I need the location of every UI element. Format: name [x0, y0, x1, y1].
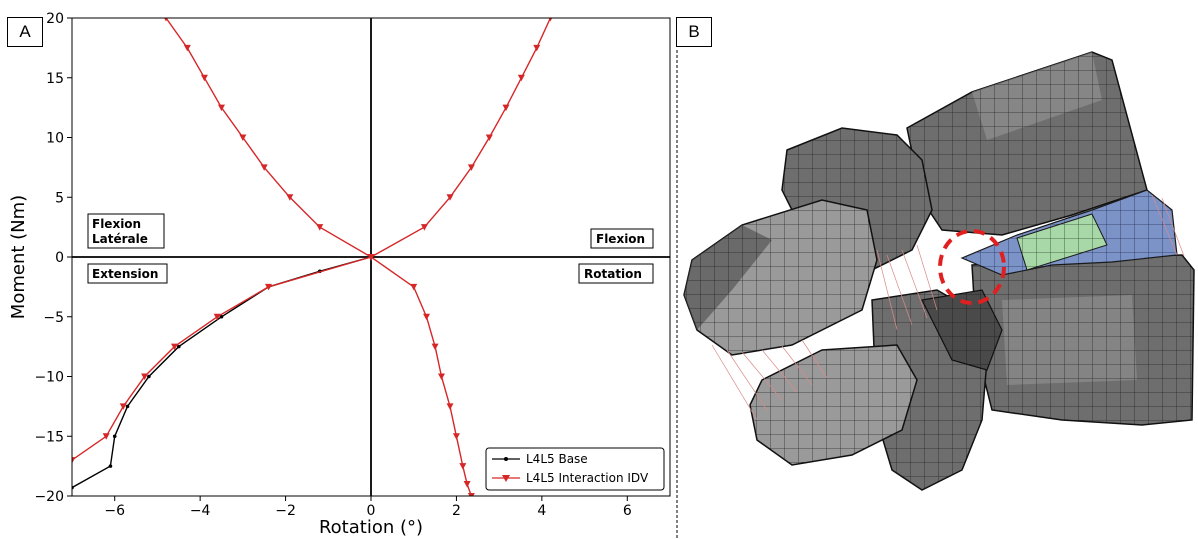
series-1-marker: [141, 373, 149, 380]
series-1-marker: [452, 433, 460, 440]
series-1-marker: [164, 18, 168, 22]
series-1-marker: [410, 283, 418, 291]
series-0-curve-0-line: [72, 256, 372, 489]
series-1-curve-3-line: [72, 256, 372, 461]
quadrant-label-top-right: Flexion: [590, 228, 654, 249]
series-1-marker: [483, 510, 490, 516]
quadrant-label-top-right-text: Flexion: [596, 232, 645, 246]
panel-label-a: A: [7, 17, 43, 47]
quadrant-label-top-left: Flexion Latérale: [87, 213, 165, 249]
series-1-marker: [183, 44, 191, 52]
series-1-marker: [463, 481, 471, 488]
y-axis-title: Moment (Nm): [8, 195, 29, 319]
intervertebral-disc: [960, 189, 1178, 276]
legend-label-interaction: L4L5 Interaction IDV: [526, 471, 649, 485]
series-1-marker: [119, 403, 127, 410]
series-1-marker: [200, 74, 208, 82]
series-1-marker: [533, 44, 541, 52]
quadrant-label-top-left-line1: Flexion: [92, 217, 141, 231]
panel-label-b: B: [676, 17, 712, 47]
lower-posterior-elements: [749, 289, 1003, 491]
series-1-marker: [171, 343, 179, 351]
x-tick-label: 2: [452, 503, 461, 519]
series-1-marker: [502, 104, 510, 112]
panel-separator: [676, 50, 678, 539]
quadrant-label-top-left-line2: Latérale: [92, 232, 148, 246]
x-tick-label: 6: [623, 503, 632, 519]
series-0-marker: [125, 404, 130, 409]
series-1-marker: [218, 104, 225, 112]
series-0-marker: [176, 344, 181, 349]
y-tick-label: 10: [46, 131, 64, 147]
series-1-marker: [548, 18, 553, 22]
series-1-marker: [556, 0, 563, 5]
series-1-marker: [423, 313, 431, 321]
series-1-marker: [420, 224, 428, 231]
series-1-marker: [485, 134, 493, 141]
series-1-marker: [431, 343, 439, 351]
series-1-curve-1-line: [165, 18, 372, 258]
y-tick-label: 0: [55, 250, 64, 266]
vertebra-mesh-illustration: [683, 51, 1195, 491]
x-tick-label: −6: [104, 503, 125, 519]
series-0-marker: [108, 464, 113, 468]
quadrant-label-bottom-right: Rotation: [578, 263, 654, 284]
series-1-marker: [467, 164, 475, 171]
ligament-fibres: [711, 194, 1185, 421]
series-1-marker: [467, 493, 475, 496]
series-1-marker: [150, 0, 157, 5]
series-0-marker: [219, 314, 224, 319]
x-tick-label: 0: [367, 503, 376, 519]
y-tick-label: −5: [43, 310, 64, 326]
series-1-marker: [437, 373, 445, 380]
series-1-marker: [517, 74, 525, 82]
series-0-marker: [112, 434, 117, 439]
upper-vertebral-body: [906, 51, 1148, 236]
y-tick-label: 5: [55, 190, 64, 206]
series-1-marker: [260, 164, 268, 171]
series-1-marker: [367, 254, 375, 261]
y-tick-label: −10: [34, 370, 64, 386]
quadrant-label-bottom-left: Extension: [87, 263, 168, 284]
series-1-marker: [316, 224, 324, 231]
series-1-curve-2-line: [370, 256, 473, 496]
series-1-marker: [213, 313, 221, 321]
series-1-marker: [472, 499, 479, 506]
series-1-marker: [446, 194, 454, 201]
y-tick-label: −20: [34, 489, 64, 505]
lower-vertebral-body: [971, 254, 1195, 426]
x-axis-title: Rotation (°): [319, 517, 423, 538]
x-tick-label: 4: [537, 503, 546, 519]
series-1-marker: [102, 433, 110, 440]
y-tick-label: 15: [46, 71, 64, 87]
series-1-curve-0-line: [370, 18, 552, 258]
series-1-marker: [264, 283, 272, 291]
series-0-marker: [147, 374, 151, 379]
y-tick-label: 20: [46, 11, 64, 27]
series-1-marker: [72, 457, 76, 464]
series-1-marker: [446, 403, 454, 410]
series-layer: [72, 0, 563, 516]
legend: L4L5 Base L4L5 Interaction IDV: [485, 447, 665, 491]
x-tick-label: −2: [275, 503, 296, 519]
y-tick-label: −15: [34, 429, 64, 445]
series-1-marker: [459, 463, 467, 470]
legend-marker-interaction: [502, 475, 510, 482]
facet-highlight-circle: [938, 229, 1006, 305]
x-tick-label: −4: [190, 503, 211, 519]
upper-posterior-elements: [683, 127, 933, 356]
series-1-marker: [239, 134, 247, 141]
legend-label-base: L4L5 Base: [526, 452, 588, 466]
legend-marker-base: [504, 457, 508, 461]
series-1-marker: [286, 194, 294, 201]
quadrant-label-bottom-right-text: Rotation: [584, 267, 642, 281]
quadrant-label-bottom-left-text: Extension: [92, 267, 158, 281]
legend-box: [485, 447, 665, 491]
